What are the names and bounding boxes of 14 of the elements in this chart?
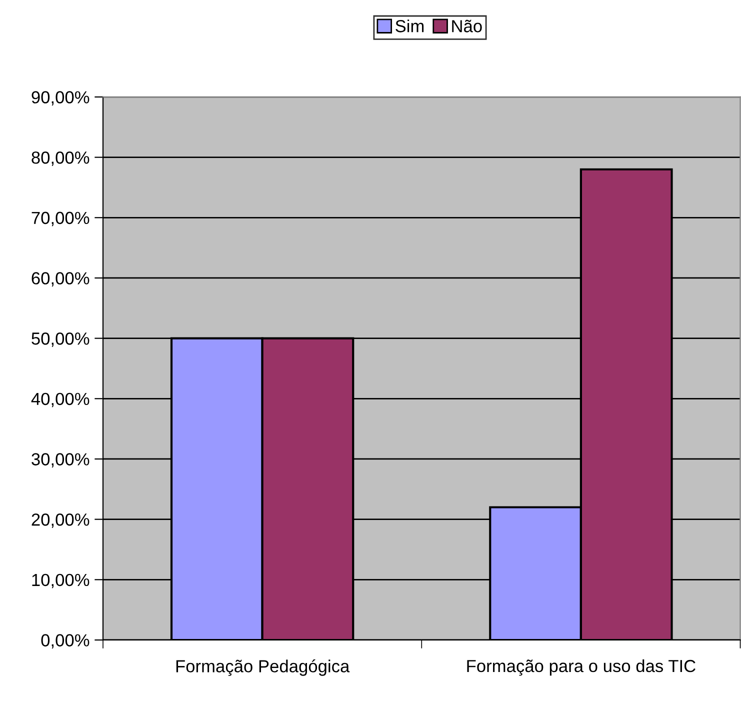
y-tick-label: 70,00% bbox=[32, 212, 90, 226]
x-tick-label: Formação para o uso das TIC bbox=[467, 659, 696, 676]
y-tick-label: 90,00% bbox=[32, 91, 90, 106]
y-tick-label: 20,00% bbox=[32, 513, 90, 528]
y-tick-label: 30,00% bbox=[32, 453, 90, 468]
y-tick-label: 80,00% bbox=[32, 151, 90, 166]
y-tick-label: 10,00% bbox=[32, 574, 90, 588]
legend-label: Sim bbox=[396, 20, 424, 32]
y-tick-label: 0,00% bbox=[41, 634, 90, 648]
y-tick-label: 40,00% bbox=[31, 392, 90, 408]
y-tick-label: 60,00% bbox=[32, 272, 90, 286]
y-tick-label: 50,00% bbox=[32, 332, 90, 347]
x-tick-label: Formação Pedagógica bbox=[176, 659, 350, 676]
legend-label: Não bbox=[452, 20, 482, 32]
